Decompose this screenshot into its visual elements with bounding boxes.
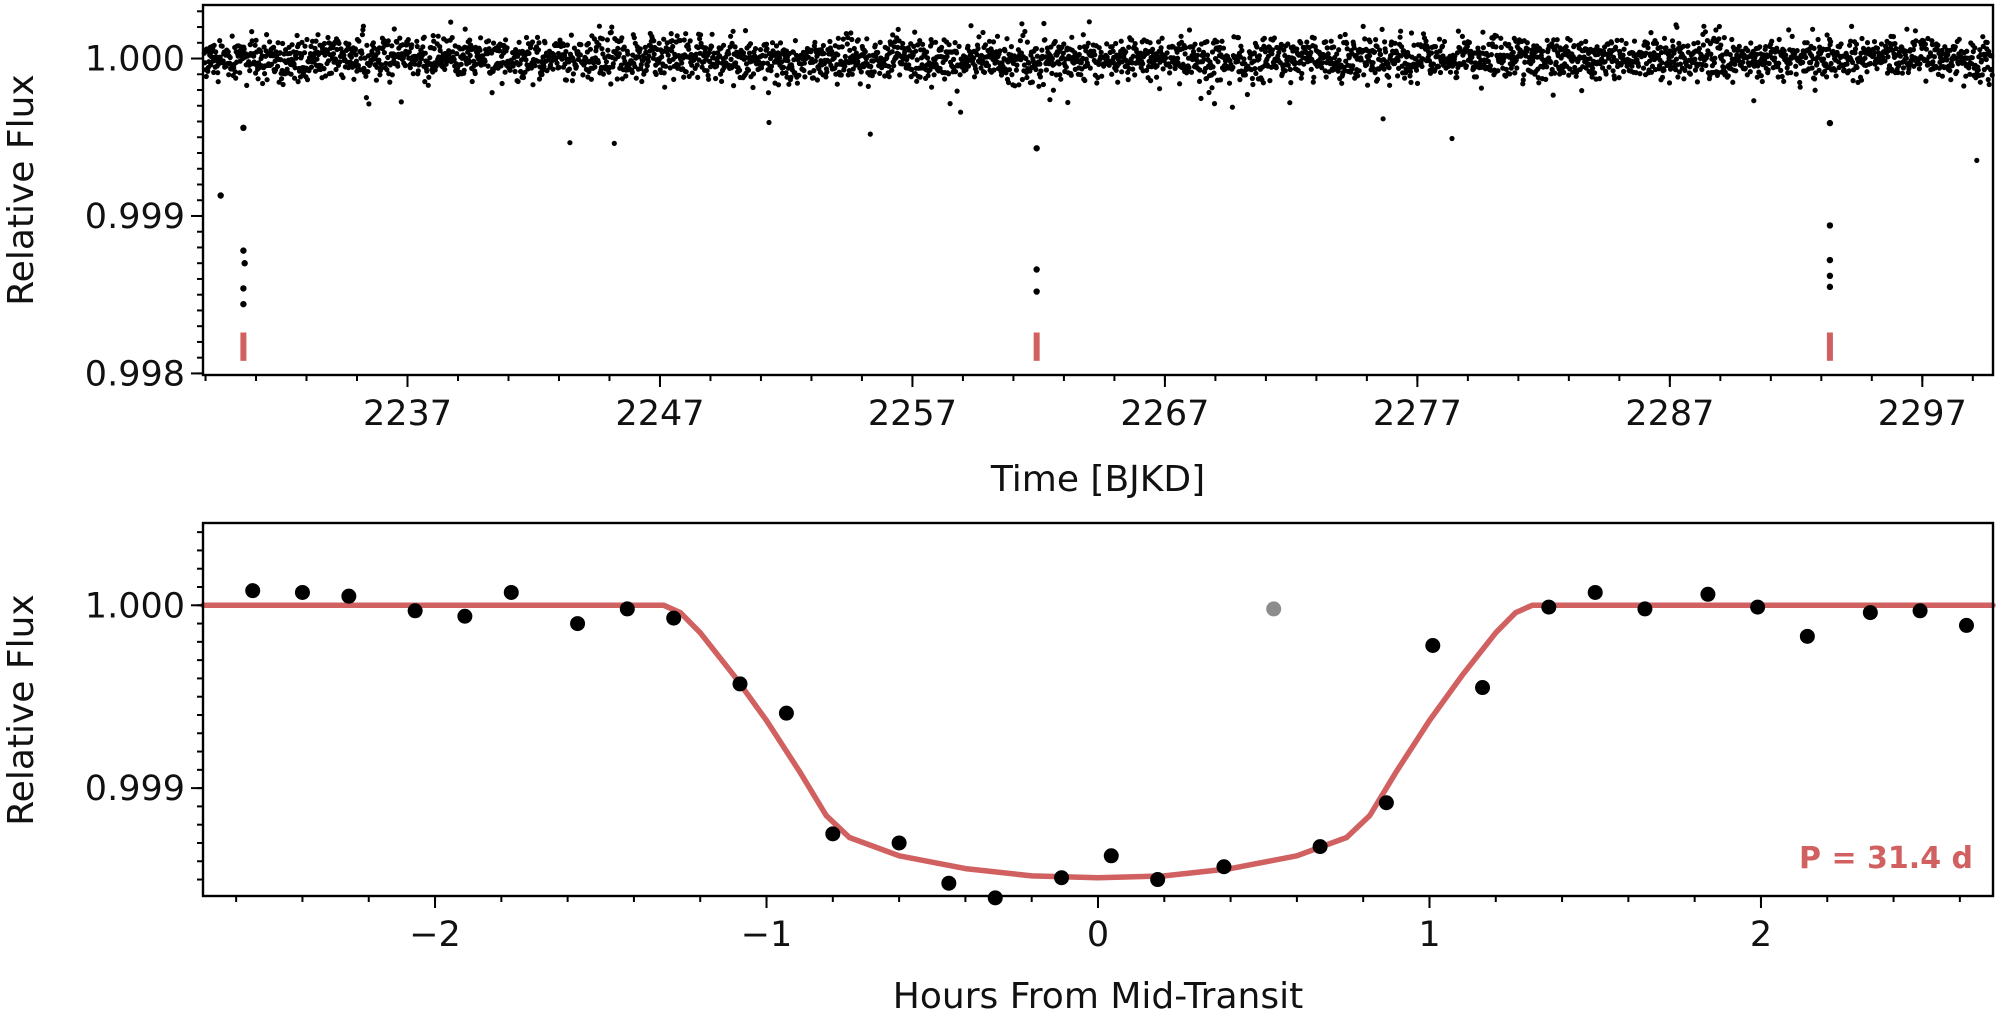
y-tick-label: 0.999 <box>85 197 185 237</box>
top-transit-markers <box>240 332 1833 361</box>
binned-point <box>941 875 957 891</box>
binned-point <box>1378 795 1394 811</box>
bottom-panel-folded-transit: −2 −1 0 1 2 0.999 1.000 P = 31.4 d Hours From… <box>1 521 1996 1016</box>
binned-point <box>1103 848 1119 864</box>
x-tick-label: 0 <box>1087 915 1109 955</box>
top-panel-lightcurve: 2237 2247 2257 2267 2277 2287 2297 0.998 0.999 1… <box>1 3 1995 500</box>
binned-point <box>1475 680 1491 696</box>
binned-point <box>245 583 261 599</box>
bottom-x-axis: −2 −1 0 1 2 <box>235 896 1961 955</box>
top-y-axis-label: Relative Flux <box>1 74 42 305</box>
bottom-x-axis-label: Hours From Mid-Transit <box>893 976 1303 1016</box>
binned-point <box>1587 584 1603 600</box>
bottom-y-axis: 0.999 1.000 <box>85 531 203 881</box>
x-tick-label: 1 <box>1418 915 1440 955</box>
binned-point <box>1312 839 1328 855</box>
x-tick-label: 2267 <box>1120 394 1209 434</box>
top-y-axis: 0.998 0.999 1.000 <box>85 10 203 394</box>
binned-point <box>778 705 794 721</box>
x-tick-label: −2 <box>409 915 461 955</box>
in-transit-point <box>1033 145 1040 152</box>
binned-point <box>1425 638 1441 654</box>
x-tick-label: 2247 <box>615 394 704 434</box>
y-tick-label: 1.000 <box>85 586 185 626</box>
binned-point <box>619 601 635 617</box>
outlier-point <box>1266 601 1282 617</box>
bottom-binned-points <box>245 583 1974 906</box>
in-transit-point <box>1826 283 1834 291</box>
binned-point <box>1700 586 1716 602</box>
bottom-y-axis-label: Relative Flux <box>1 594 42 825</box>
binned-point <box>891 835 907 851</box>
binned-point <box>1054 870 1070 886</box>
in-transit-point <box>240 285 247 292</box>
binned-point <box>570 616 586 632</box>
in-transit-point <box>241 260 248 267</box>
binned-point <box>341 588 357 604</box>
in-transit-point <box>1826 272 1834 280</box>
in-transit-point <box>1033 288 1040 295</box>
binned-point <box>1150 872 1166 888</box>
in-transit-point <box>1826 222 1834 229</box>
binned-point <box>1750 599 1766 615</box>
baseline-flux-points <box>201 19 1995 163</box>
top-x-axis-label: Time [BJKD] <box>990 459 1205 500</box>
in-transit-point <box>1826 119 1834 127</box>
binned-point <box>1541 599 1557 615</box>
x-tick-label: 2277 <box>1373 394 1462 434</box>
top-plot-frame <box>201 3 1995 377</box>
binned-point <box>503 584 519 600</box>
binned-point <box>457 608 473 624</box>
binned-point <box>732 676 748 692</box>
top-x-axis: 2237 2247 2257 2267 2277 2287 2297 <box>204 375 1974 434</box>
in-transit-point <box>217 192 224 199</box>
x-tick-label: −1 <box>741 915 793 955</box>
binned-point <box>1799 628 1815 644</box>
in-transit-point <box>1826 256 1834 264</box>
x-tick-label: 2287 <box>1625 394 1714 434</box>
in-transit-point <box>240 300 247 308</box>
y-tick-label: 0.998 <box>85 354 185 394</box>
top-data-points <box>201 19 1995 308</box>
in-transit-point <box>240 247 247 254</box>
binned-point <box>1216 859 1232 875</box>
binned-point <box>1862 605 1878 621</box>
binned-point <box>666 610 682 626</box>
in-transit-point <box>1033 266 1040 273</box>
x-tick-label: 2 <box>1750 915 1772 955</box>
x-tick-label: 2237 <box>363 394 452 434</box>
bottom-transit-model <box>200 602 1996 881</box>
y-tick-label: 1.000 <box>85 40 185 80</box>
binned-point <box>1637 601 1653 617</box>
in-transit-point <box>240 124 247 132</box>
x-tick-label: 2297 <box>1878 394 1967 434</box>
binned-point <box>1912 603 1928 619</box>
transit-model-curve <box>200 602 1996 881</box>
binned-point <box>294 584 310 600</box>
y-tick-label: 0.999 <box>85 769 185 809</box>
period-annotation: P = 31.4 d <box>1799 841 1973 876</box>
bottom-plot-frame <box>201 521 1995 898</box>
binned-point <box>407 603 423 619</box>
binned-point <box>1958 617 1974 633</box>
x-tick-label: 2257 <box>868 394 957 434</box>
binned-point <box>987 890 1003 906</box>
binned-point <box>825 826 841 842</box>
